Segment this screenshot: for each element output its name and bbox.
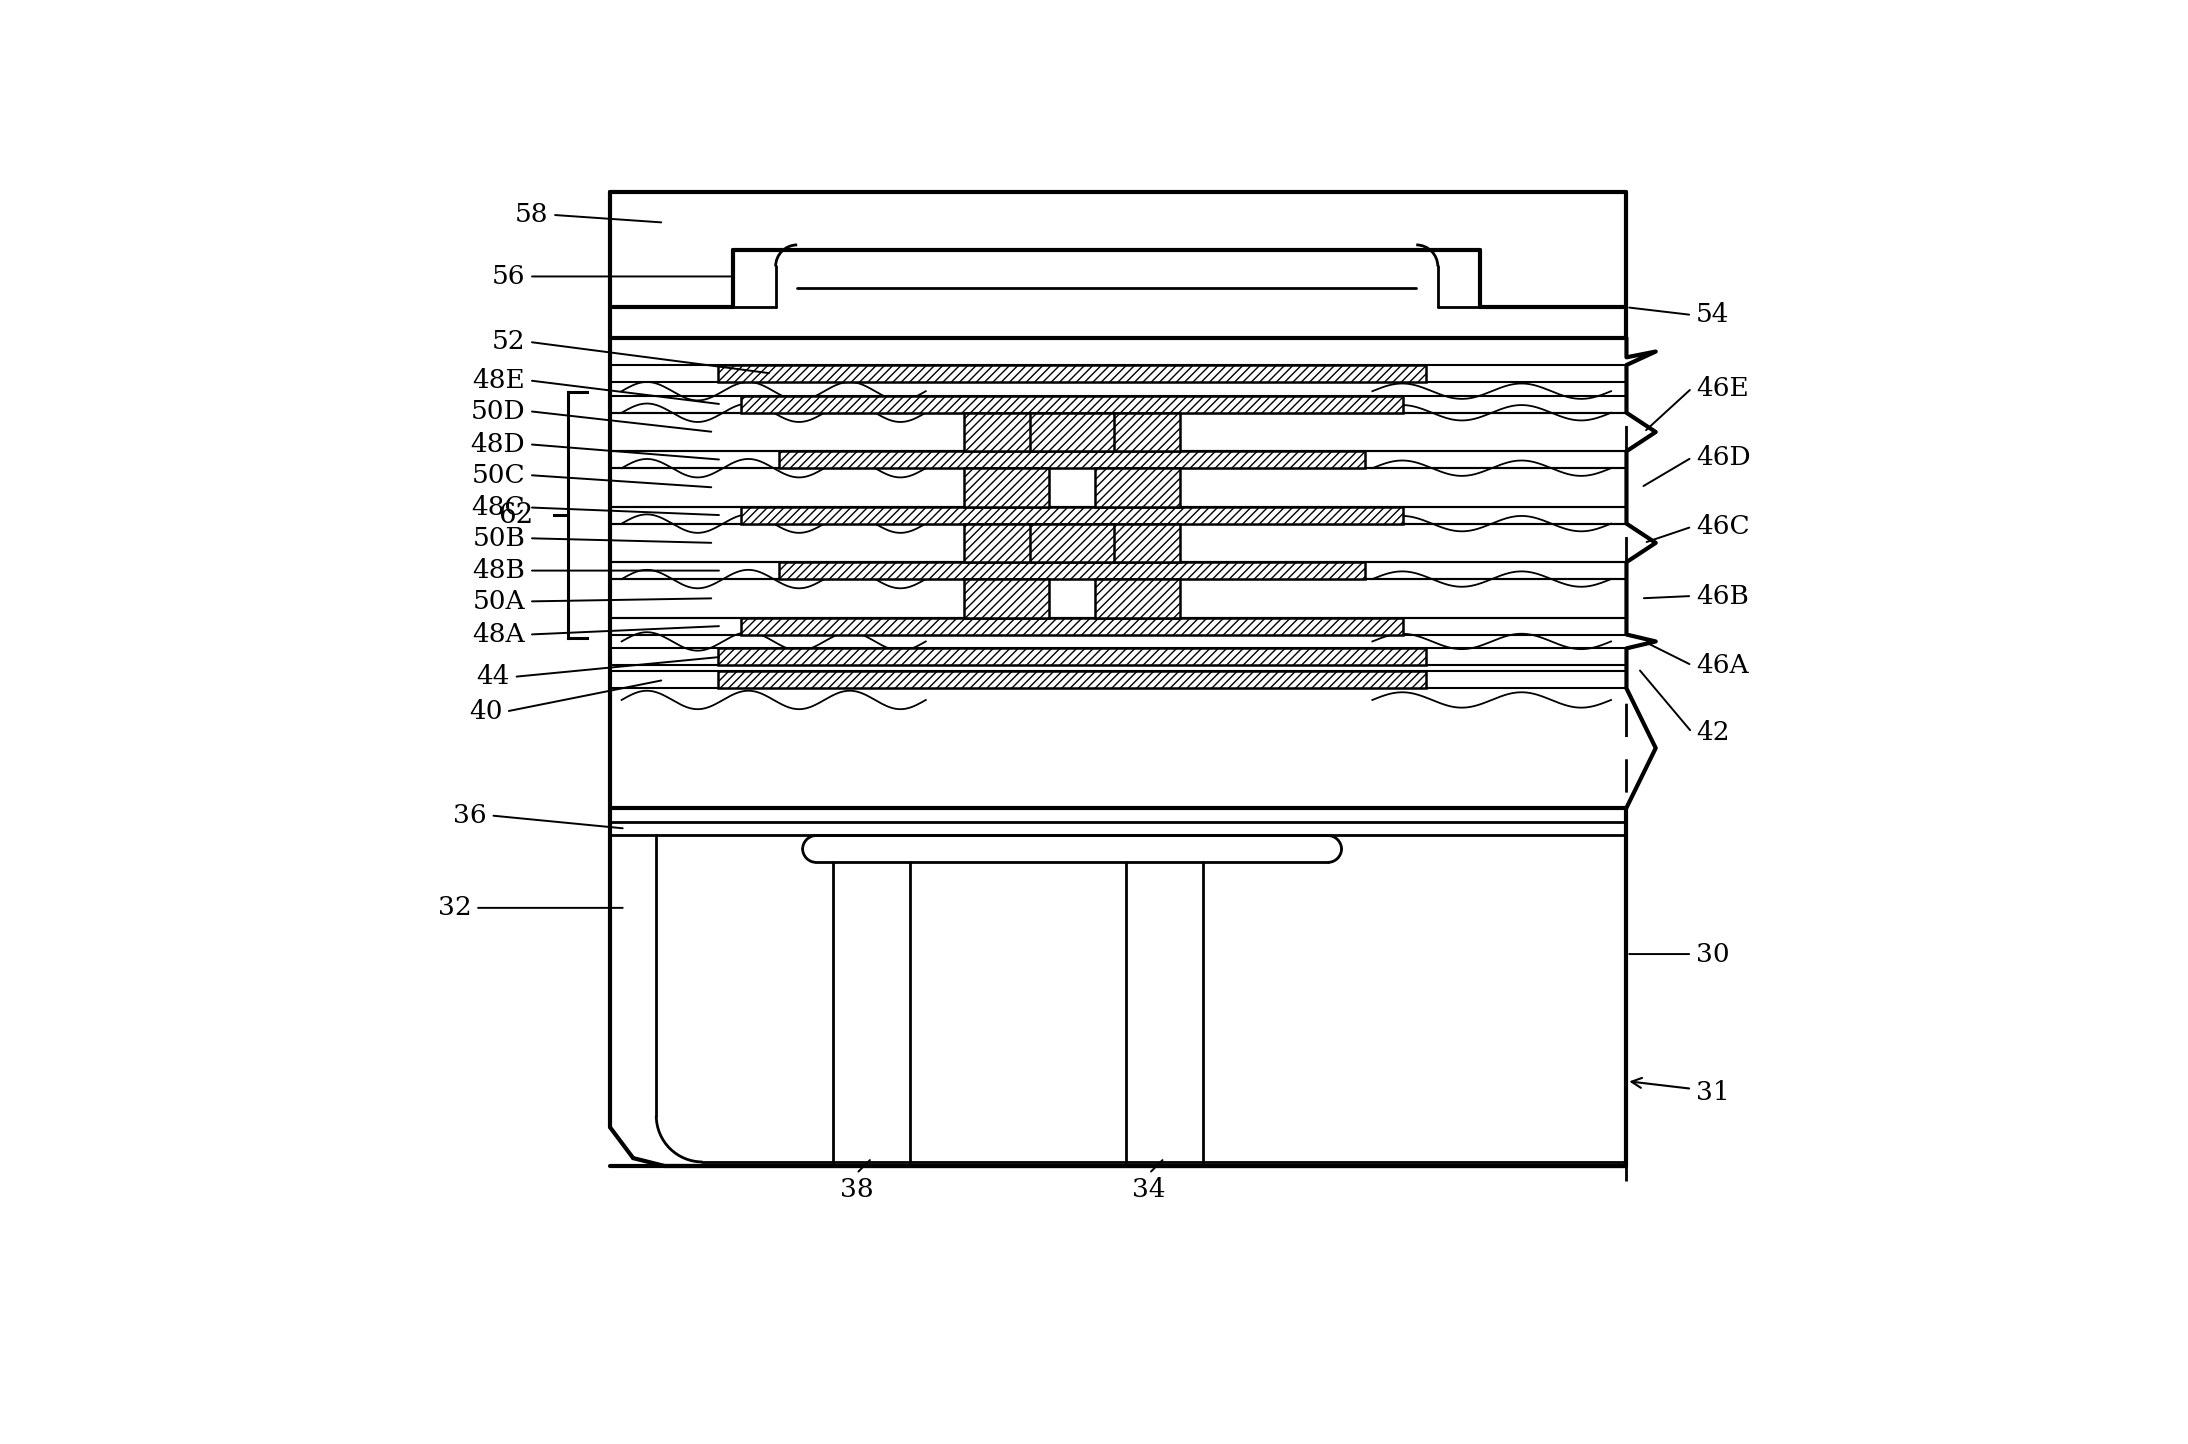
- Bar: [742, 618, 1403, 634]
- Bar: [1031, 524, 1114, 562]
- Bar: [965, 524, 1048, 562]
- Text: 46B: 46B: [1696, 583, 1748, 608]
- Text: 48C: 48C: [473, 495, 525, 520]
- Text: 46D: 46D: [1696, 445, 1750, 469]
- Bar: [1096, 413, 1179, 451]
- Text: 34: 34: [1131, 1177, 1166, 1203]
- Text: 46E: 46E: [1696, 375, 1748, 400]
- Bar: [742, 507, 1403, 524]
- Text: 58: 58: [514, 202, 549, 227]
- Text: 38: 38: [840, 1177, 873, 1203]
- Text: 46A: 46A: [1696, 653, 1748, 677]
- Bar: [1031, 413, 1114, 451]
- Text: 32: 32: [438, 895, 470, 920]
- Bar: [1096, 524, 1179, 562]
- Text: 48E: 48E: [473, 368, 525, 393]
- Text: 36: 36: [453, 803, 488, 827]
- Text: 48D: 48D: [470, 432, 525, 456]
- Bar: [718, 671, 1427, 689]
- Text: 42: 42: [1696, 719, 1729, 745]
- Text: 48B: 48B: [473, 557, 525, 583]
- Bar: [718, 365, 1427, 383]
- Bar: [1096, 579, 1179, 618]
- Text: 54: 54: [1696, 302, 1729, 328]
- Text: 56: 56: [492, 264, 525, 289]
- Text: 48A: 48A: [473, 622, 525, 647]
- Text: 50A: 50A: [473, 589, 525, 614]
- Bar: [779, 562, 1365, 579]
- Bar: [1096, 468, 1179, 507]
- Bar: [610, 192, 1626, 1165]
- Text: 44: 44: [477, 664, 510, 689]
- Text: 31: 31: [1696, 1080, 1729, 1105]
- Text: 30: 30: [1696, 941, 1729, 966]
- Text: 62: 62: [499, 501, 534, 529]
- Text: 52: 52: [492, 329, 525, 354]
- Text: 40: 40: [468, 699, 503, 723]
- Bar: [965, 413, 1048, 451]
- Text: 50D: 50D: [470, 399, 525, 423]
- Bar: [779, 451, 1365, 468]
- Bar: [742, 396, 1403, 413]
- Bar: [965, 468, 1048, 507]
- Text: 50C: 50C: [473, 462, 525, 488]
- Bar: [965, 579, 1048, 618]
- Text: 46C: 46C: [1696, 514, 1750, 539]
- Bar: [718, 648, 1427, 666]
- Text: 50B: 50B: [473, 526, 525, 550]
